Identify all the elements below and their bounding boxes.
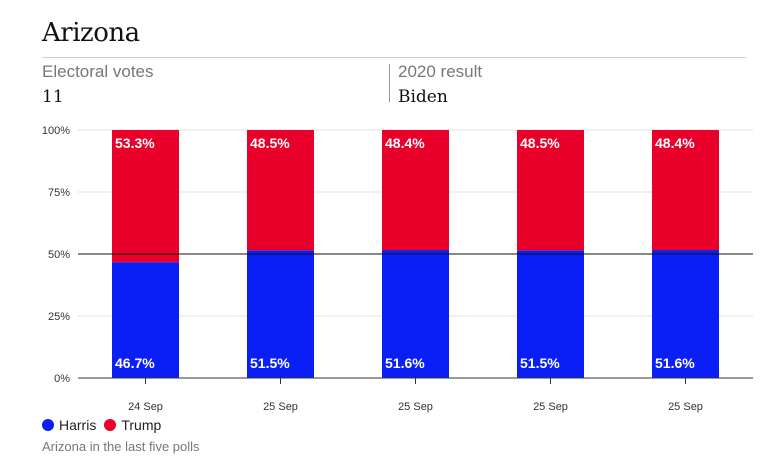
- bar-harris: [382, 250, 449, 378]
- data-label-harris: 51.5%: [520, 355, 560, 371]
- bar-harris: [517, 250, 584, 378]
- legend-label-harris: Harris: [59, 417, 97, 433]
- bar-trump: [247, 130, 314, 251]
- result-2020-value: Biden: [398, 87, 448, 107]
- data-label-harris: 51.6%: [655, 355, 695, 371]
- y-tick-label: 25%: [48, 311, 70, 323]
- data-label-trump: 48.5%: [250, 135, 290, 151]
- y-tick-label: 0%: [54, 373, 70, 385]
- legend-item-trump: Trump: [104, 417, 161, 433]
- bar-trump: [112, 130, 179, 263]
- y-tick-label: 100%: [42, 125, 70, 137]
- data-label-trump: 48.5%: [520, 135, 560, 151]
- x-tick-label: 25 Sep: [668, 401, 703, 413]
- page-title: Arizona: [42, 18, 140, 48]
- trump-dot-icon: [104, 419, 117, 431]
- x-tick-label: 24 Sep: [128, 401, 163, 413]
- y-tick-label: 75%: [48, 187, 70, 199]
- header-rule: [42, 57, 746, 58]
- data-label-harris: 51.5%: [250, 355, 290, 371]
- bar-trump: [652, 130, 719, 251]
- data-label-trump: 48.4%: [655, 135, 695, 151]
- x-tick-label: 25 Sep: [398, 401, 433, 413]
- data-label-harris: 46.7%: [115, 355, 155, 371]
- electoral-votes-label: Electoral votes: [42, 62, 154, 81]
- bar-harris: [652, 250, 719, 378]
- electoral-votes-value: 11: [42, 87, 64, 107]
- x-tick-label: 25 Sep: [263, 401, 298, 413]
- legend: Harris Trump: [42, 417, 169, 433]
- x-tick-label: 25 Sep: [533, 401, 568, 413]
- result-2020-label: 2020 result: [398, 62, 483, 81]
- harris-dot-icon: [42, 419, 54, 431]
- footnote: Arizona in the last five polls: [42, 439, 200, 454]
- bar-trump: [517, 130, 584, 251]
- y-tick-label: 50%: [48, 249, 70, 261]
- data-label-trump: 53.3%: [115, 135, 155, 151]
- meta-divider: [389, 64, 390, 102]
- bar-trump: [382, 130, 449, 251]
- data-label-harris: 51.6%: [385, 355, 425, 371]
- legend-item-harris: Harris: [42, 417, 96, 433]
- bar-harris: [112, 262, 179, 378]
- data-label-trump: 48.4%: [385, 135, 425, 151]
- bar-harris: [247, 250, 314, 378]
- legend-label-trump: Trump: [121, 417, 162, 433]
